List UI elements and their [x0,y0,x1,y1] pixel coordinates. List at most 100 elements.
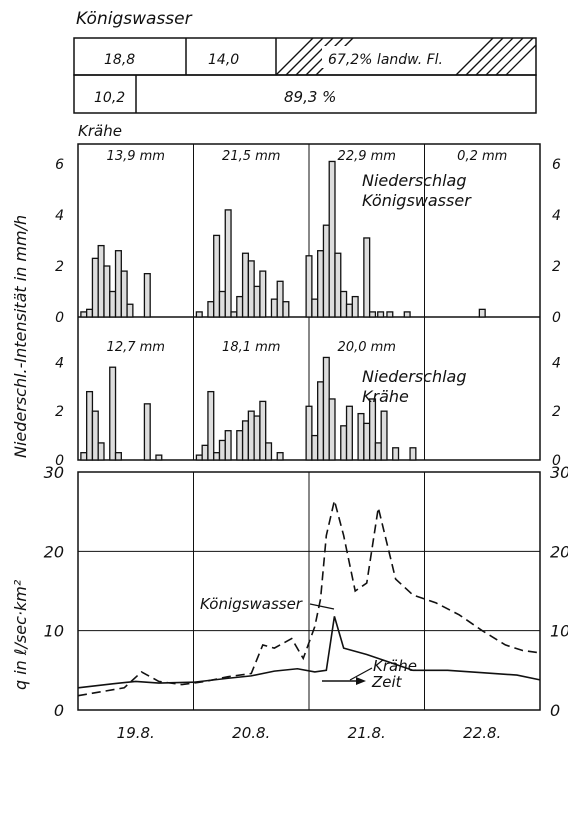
precip-bar [230,311,238,318]
precip-bar [305,405,313,461]
ytick-label-left: 6 [55,157,64,173]
precip-bar [317,250,325,318]
precip-bar [236,430,244,461]
zeit-arrow: Zeit [322,673,403,691]
precip-bar [114,452,122,461]
precip-bar [236,295,244,318]
precip-bar [409,447,417,461]
precip-bar [213,452,221,461]
precip-bar [86,308,94,318]
precip-bar [195,311,203,318]
precip-bar [195,454,203,461]
precip-bar [345,405,353,461]
precip-bar [368,398,377,461]
precip-bar [109,366,117,461]
precip-bar [80,311,88,318]
precip-bar [207,301,215,318]
ytick-label-left: 2 [55,259,64,275]
precip-bar [345,303,353,318]
precip-bar [265,442,273,461]
ytick-label-right: 0 [552,310,561,326]
precip-bar [91,257,99,318]
period-total: 22,9 mm [338,149,396,164]
precip-bar [334,252,342,318]
precip-bar [276,452,284,461]
koenigswasser-series-label: Königswasser [200,595,335,613]
precip-bar [259,400,267,461]
precip-bar [403,311,411,318]
precip-bar [247,410,255,461]
xtick-label: 19.8. [117,724,155,742]
precip-bar [368,311,377,318]
precip-bar [155,454,163,461]
ytick-label-right: 30 [550,463,568,482]
precip-bar [218,439,226,461]
ytick-label-right: 4 [552,355,561,371]
krahe-series-label: Krähe [349,657,417,681]
precip-bar [86,390,94,461]
precip-bar [97,442,105,461]
header-row1-b: 14,0 [208,52,239,68]
ytick-label-right: 6 [552,157,561,173]
precip-bar [120,270,128,318]
precip-bar [328,398,336,461]
precip-bar [317,381,325,461]
runoff-ylabel: q in ℓ/sec·km² [11,579,30,690]
precip-bar [276,280,284,318]
precip-bar [311,298,319,318]
precip-bar [259,270,267,318]
precip-bar [328,160,336,318]
precip-bar [207,390,215,461]
period-total: 12,7 mm [107,340,165,355]
precip-bar [218,290,226,318]
precip-bar [143,403,151,461]
precip-bar [311,434,319,461]
header-title: Königswasser [76,9,193,29]
precip-bar [322,356,330,461]
ytick-label-right: 2 [552,404,561,420]
precip-bar [340,425,348,461]
precip-bar [340,290,348,318]
runoff-lines [77,500,541,697]
period-total: 13,9 mm [107,149,165,164]
precip-bar [224,430,232,461]
precip-bar [241,252,250,318]
header-row1-a: 18,8 [104,52,135,68]
precip-bar [363,422,371,461]
series-line-koenigswasser [77,500,541,697]
ytick-label-left: 0 [55,453,64,469]
xtick-label: 20.8. [232,724,270,742]
header-row2-b: 89,3 % [284,88,336,106]
ytick-label-right: 4 [552,208,561,224]
period-total: 18,1 mm [222,340,280,355]
xtick-label: 22.8. [463,724,501,742]
precip-bar [351,295,359,318]
ytick-label-left: 20 [44,542,64,561]
svg-text:Krähe: Krähe [373,657,417,675]
ytick-label-right: 20 [550,542,568,561]
precip-bar [380,410,388,461]
xtick-label: 21.8. [348,724,386,742]
precip-bar [386,311,394,318]
ytick-label-left: 4 [55,355,64,371]
precip-bar [80,452,88,461]
precip-bar [377,311,385,318]
ytick-label-left: 0 [54,701,64,720]
precip-bar [143,272,151,318]
precip-bar [305,255,313,318]
header-row1-c: 67,2% landw. Fl. [328,52,443,68]
bars-koenigswasser [80,160,486,318]
precip-bar [363,237,371,318]
precip-bar [97,244,105,318]
precip-bar [114,250,122,318]
ytick-label-right: 0 [550,701,560,720]
hatch-area [275,37,537,76]
precip-bar [201,444,209,461]
precip-bar [322,224,330,318]
header-row2-a: 10,2 [94,90,125,106]
precip-bar [253,415,261,461]
ytick-label-right: 2 [552,259,561,275]
precip-bar [126,303,134,318]
precip-bar [241,420,250,461]
